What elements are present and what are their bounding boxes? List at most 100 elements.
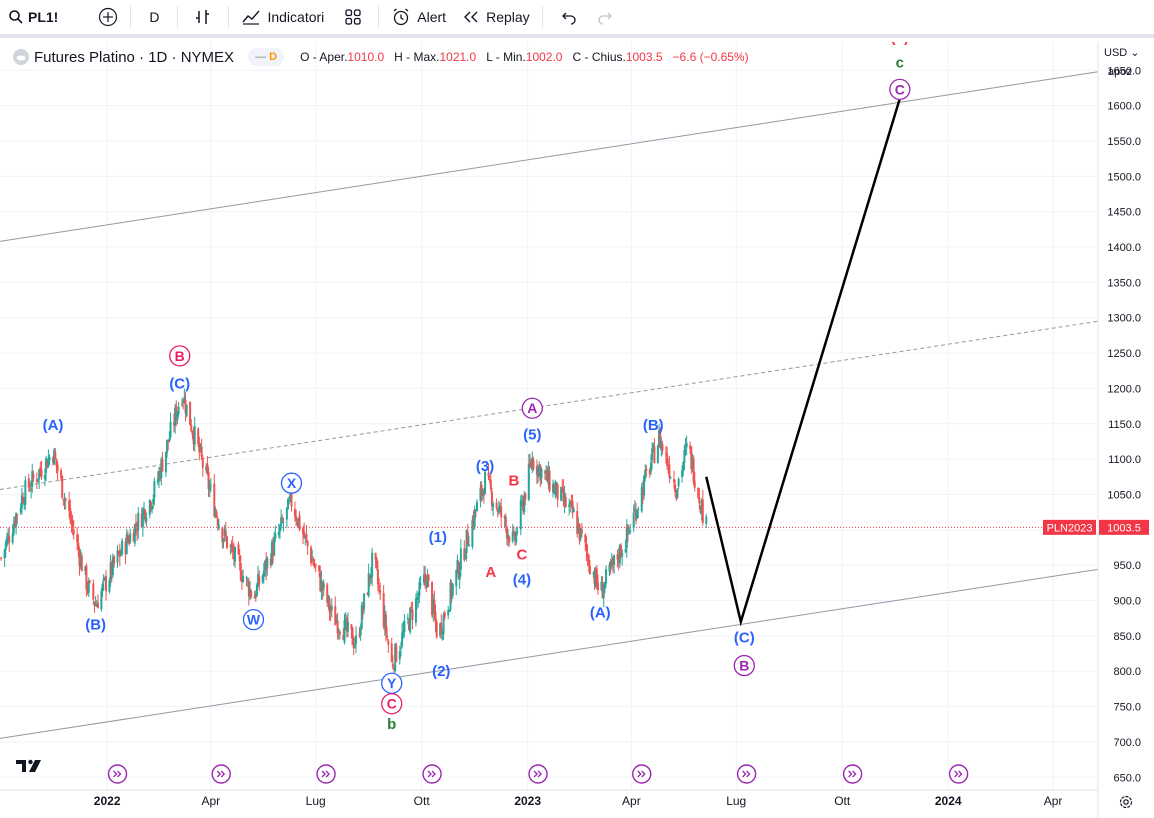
candle-body: [16, 514, 19, 516]
undo-button[interactable]: [547, 0, 589, 36]
add-symbol-button[interactable]: [90, 0, 126, 36]
legend-interval-badge[interactable]: — D: [248, 48, 285, 66]
candle-body: [208, 487, 211, 491]
candle-body: [166, 439, 169, 453]
candle-body: [140, 513, 143, 527]
candle-body: [618, 544, 621, 564]
event-marker-icon: [632, 764, 652, 784]
candle-body: [531, 457, 534, 470]
candle-body: [5, 537, 8, 545]
candle-body: [55, 458, 58, 467]
candle-body: [250, 590, 253, 598]
candle-body: [360, 605, 363, 630]
candle-body: [80, 555, 83, 572]
candle-body: [683, 450, 686, 464]
event-marker-chevron: [958, 770, 963, 778]
candle-body: [458, 571, 461, 580]
candle-body: [8, 536, 11, 543]
badge-letter: D: [269, 51, 278, 63]
candle-body: [595, 568, 598, 584]
event-marker-icon: [528, 764, 548, 784]
candle-body: [95, 603, 98, 607]
candle-body: [427, 574, 430, 581]
wave-label: (B): [85, 617, 106, 634]
candle-body: [698, 497, 701, 504]
candle-body: [520, 500, 523, 502]
candle-body: [560, 487, 563, 501]
price-tick-label: 1300.0: [1107, 313, 1141, 325]
unit-selector[interactable]: apoz: [1108, 66, 1132, 78]
interval-button[interactable]: D: [135, 0, 173, 36]
candle-body: [172, 422, 175, 426]
candle-body: [442, 614, 445, 635]
candle-body: [479, 487, 482, 501]
event-marker-icon: [107, 764, 128, 784]
tradingview-logo-icon[interactable]: [16, 758, 46, 779]
redo-button[interactable]: [589, 0, 623, 36]
candle-body: [12, 523, 15, 534]
candle-body: [467, 544, 470, 547]
candle-body: [447, 610, 450, 616]
event-marker-chevron: [954, 770, 959, 778]
price-axis[interactable]: 650.0700.0750.0800.0850.0900.0950.01000.…: [1107, 65, 1141, 784]
candle-body: [319, 572, 322, 592]
high-label: H - Max.: [394, 50, 440, 64]
layouts-button[interactable]: [332, 0, 374, 36]
candle-body: [697, 487, 700, 498]
candle-body: [304, 535, 307, 537]
candle-body: [125, 534, 128, 554]
candle-body: [456, 560, 459, 572]
candle-body: [149, 501, 152, 509]
time-axis[interactable]: 2022 Apr Lug Ott 2023 Apr Lug Ott 2024 Apr: [94, 794, 1063, 808]
price-tick-label: 900.0: [1113, 596, 1141, 608]
candle-body: [674, 484, 677, 493]
candle-body: [402, 631, 405, 635]
legend-title[interactable]: Futures Platino · 1D · NYMEX: [34, 48, 235, 66]
candle-body: [434, 611, 437, 623]
price-chart[interactable]: (A)(B)B(C)WXYCb(2)(1)(3)ABC(4)(5)A(A)(B)…: [0, 42, 1154, 818]
candle-body: [613, 555, 616, 566]
event-marker-chevron: [742, 770, 747, 778]
candle-body: [205, 466, 208, 471]
candle-body: [261, 575, 264, 583]
candle-body: [206, 463, 209, 474]
replay-button[interactable]: Replay: [454, 0, 538, 36]
candle-body: [398, 651, 401, 660]
candle-body: [457, 561, 460, 579]
candle-body: [368, 574, 371, 580]
candle-body: [497, 506, 500, 513]
candle-body: [257, 574, 260, 587]
candle-body: [540, 469, 543, 479]
candle-body: [624, 548, 627, 553]
candle-body: [569, 501, 572, 506]
indicators-icon: [242, 10, 260, 25]
wave-label: (1): [429, 529, 447, 546]
candle-body: [54, 451, 57, 459]
candle-body: [553, 484, 556, 494]
indicators-button[interactable]: Indicatori: [233, 0, 332, 36]
candle-body: [690, 446, 693, 469]
candle-body: [572, 509, 575, 513]
event-marker-icon: [736, 764, 757, 784]
candle-body: [290, 492, 293, 507]
candle-body: [31, 471, 34, 487]
symbol-search-button[interactable]: PL1!: [0, 0, 66, 36]
candle-body: [124, 541, 127, 555]
candle-body: [133, 524, 136, 544]
event-marker-icon: [842, 764, 863, 784]
candle-body: [692, 458, 695, 483]
candle-body: [605, 569, 608, 584]
chart-type-button[interactable]: [182, 0, 224, 36]
currency-selector[interactable]: USD ⌄: [1104, 46, 1140, 59]
candle-body: [289, 493, 292, 499]
wave-label: (2): [432, 663, 450, 680]
candle-body: [119, 553, 122, 555]
toolbar-divider: [130, 6, 132, 28]
gear-icon[interactable]: [1118, 794, 1134, 815]
toolbar-divider: [177, 6, 179, 28]
candle-body: [293, 509, 296, 517]
alert-button[interactable]: Alert: [383, 0, 454, 36]
candle-body: [337, 630, 340, 632]
candle-body: [144, 510, 147, 521]
